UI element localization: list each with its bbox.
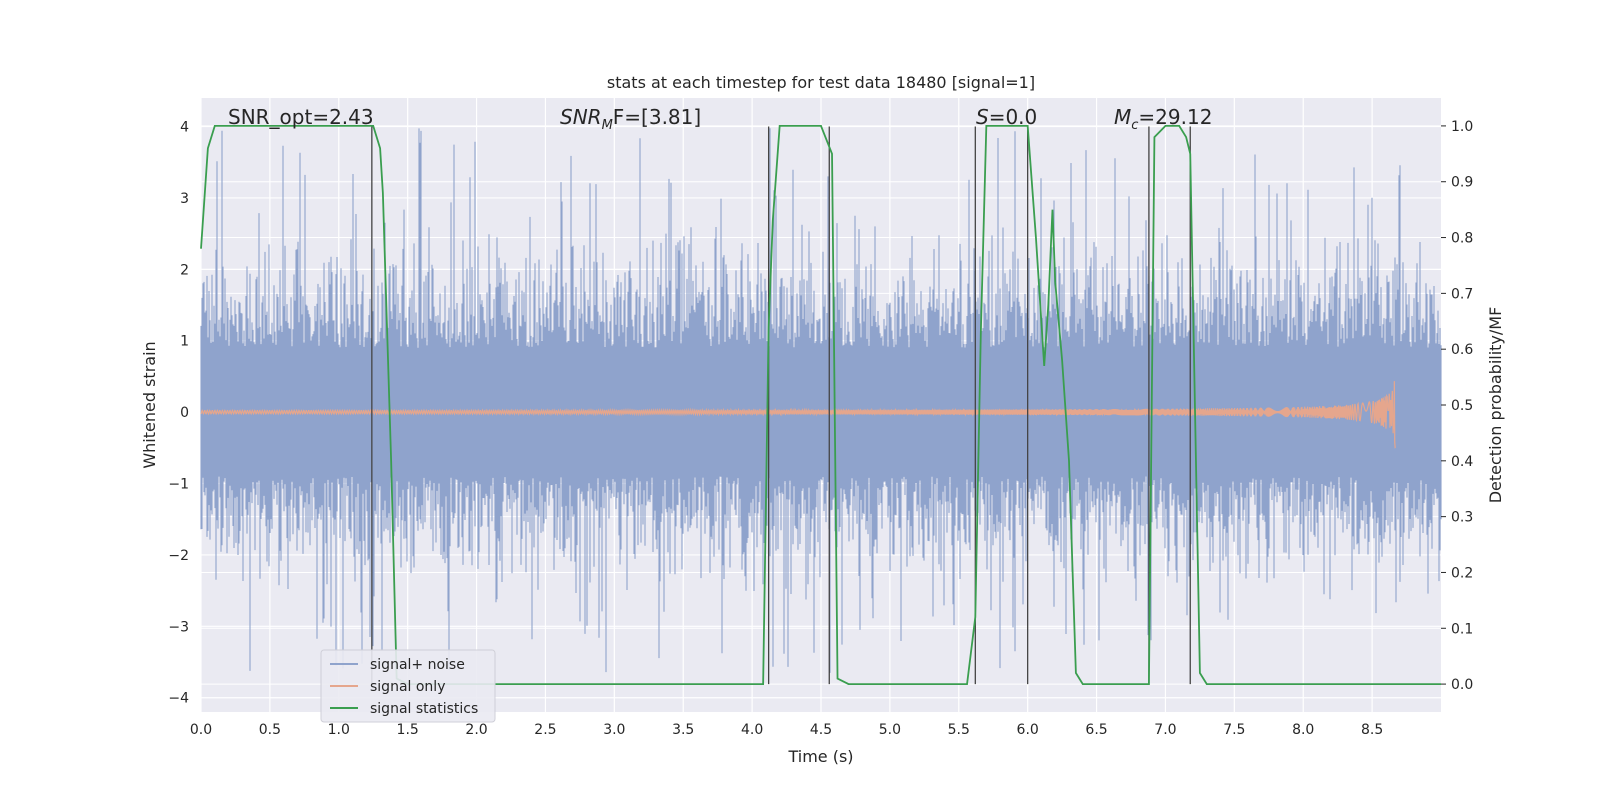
x-tick-label-13: 6.5 <box>1085 722 1107 738</box>
x-tick-label-15: 7.5 <box>1223 722 1245 738</box>
y-right-tick-label-7: 0.3 <box>1451 510 1473 526</box>
chart-title: stats at each timestep for test data 184… <box>607 73 1035 92</box>
y-left-tick-label-3: 1 <box>180 334 189 350</box>
legend-label-signal-noise: signal+ noise <box>370 657 465 673</box>
legend-label-signal-statistics: signal statistics <box>370 701 478 717</box>
x-tick-label-2: 1.0 <box>328 722 350 738</box>
x-tick-label-16: 8.0 <box>1292 722 1314 738</box>
annotation-snr-mf-symbol: SNR <box>560 105 602 129</box>
x-tick-label-10: 5.0 <box>879 722 901 738</box>
y-axis-left-label: Whitened strain <box>140 341 159 468</box>
annotation-s-symbol: S <box>976 105 989 129</box>
legend-label-signal-only: signal only <box>370 679 445 695</box>
vertical-markers <box>371 126 1191 685</box>
x-tick-label-12: 6.0 <box>1017 722 1039 738</box>
y-left-tick-label-8: −4 <box>168 691 189 707</box>
y-right-tick-label-2: 0.8 <box>1451 231 1473 247</box>
y-left-tick-label-7: −3 <box>168 619 189 635</box>
annotation-snr-mf-sub: M <box>602 118 613 133</box>
annotation-mc-rest: =29.12 <box>1138 105 1212 129</box>
x-tick-label-6: 3.0 <box>603 722 625 738</box>
x-tick-label-0: 0.0 <box>190 722 212 738</box>
x-tick-label-9: 4.5 <box>810 722 832 738</box>
y-left-tick-label-1: 3 <box>180 191 189 207</box>
y-right-tick-label-6: 0.4 <box>1451 454 1473 470</box>
x-tick-label-14: 7.0 <box>1154 722 1176 738</box>
annotation-mc: Mc=29.12 <box>1114 105 1212 133</box>
signal-only-series <box>200 381 1396 449</box>
x-tick-label-17: 8.5 <box>1361 722 1383 738</box>
y-left-tick-label-0: 4 <box>180 120 189 136</box>
x-tick-label-8: 4.0 <box>741 722 763 738</box>
legend: signal+ noise signal only signal statist… <box>320 649 496 723</box>
x-tick-label-1: 0.5 <box>259 722 281 738</box>
y-right-tick-label-3: 0.7 <box>1451 286 1473 302</box>
y-left-tick-label-4: 0 <box>180 405 189 421</box>
y-left-tick-label-6: −2 <box>168 548 189 564</box>
x-tick-label-5: 2.5 <box>534 722 556 738</box>
signal-statistics-series <box>200 125 1441 685</box>
x-tick-label-7: 3.5 <box>672 722 694 738</box>
y-right-tick-label-9: 0.1 <box>1451 621 1473 637</box>
annotation-s: S=0.0 <box>976 105 1037 129</box>
annotation-snr-opt: SNR_opt=2.43 <box>228 105 374 129</box>
annotation-s-rest: =0.0 <box>989 105 1038 129</box>
signal-statistics-path <box>200 125 1441 685</box>
y-axis-right-label: Detection probability/MF <box>1486 307 1505 504</box>
y-right-tick-label-8: 0.2 <box>1451 565 1473 581</box>
y-right-tick-label-5: 0.5 <box>1451 398 1473 414</box>
y-right-tick-label-1: 0.9 <box>1451 175 1473 191</box>
x-tick-label-3: 1.5 <box>397 722 419 738</box>
x-tick-label-4: 2.0 <box>465 722 487 738</box>
annotation-mc-sub: c <box>1131 118 1138 133</box>
ticks: 0.0 0.5 1.0 1.5 2.0 2.5 3.0 3.5 4.0 4.5 5.0 5.5 6.0 6… <box>168 119 1473 738</box>
annotation-snr-mf-rest: F=[3.81] <box>613 105 701 129</box>
y-right-tick-label-0: 1.0 <box>1451 119 1473 135</box>
legend-box <box>320 649 496 723</box>
x-tick-label-11: 5.5 <box>948 722 970 738</box>
x-axis-label: Time (s) <box>787 747 853 766</box>
annotation-snr-mf: SNRMF=[3.81] <box>560 105 701 133</box>
y-right-tick-label-4: 0.6 <box>1451 342 1473 358</box>
y-right-tick-label-10: 0.0 <box>1451 677 1473 693</box>
signal-only-path <box>200 381 1396 449</box>
y-left-tick-label-2: 2 <box>180 262 189 278</box>
annotation-mc-symbol: M <box>1114 105 1131 129</box>
y-left-tick-label-5: −1 <box>168 477 189 493</box>
